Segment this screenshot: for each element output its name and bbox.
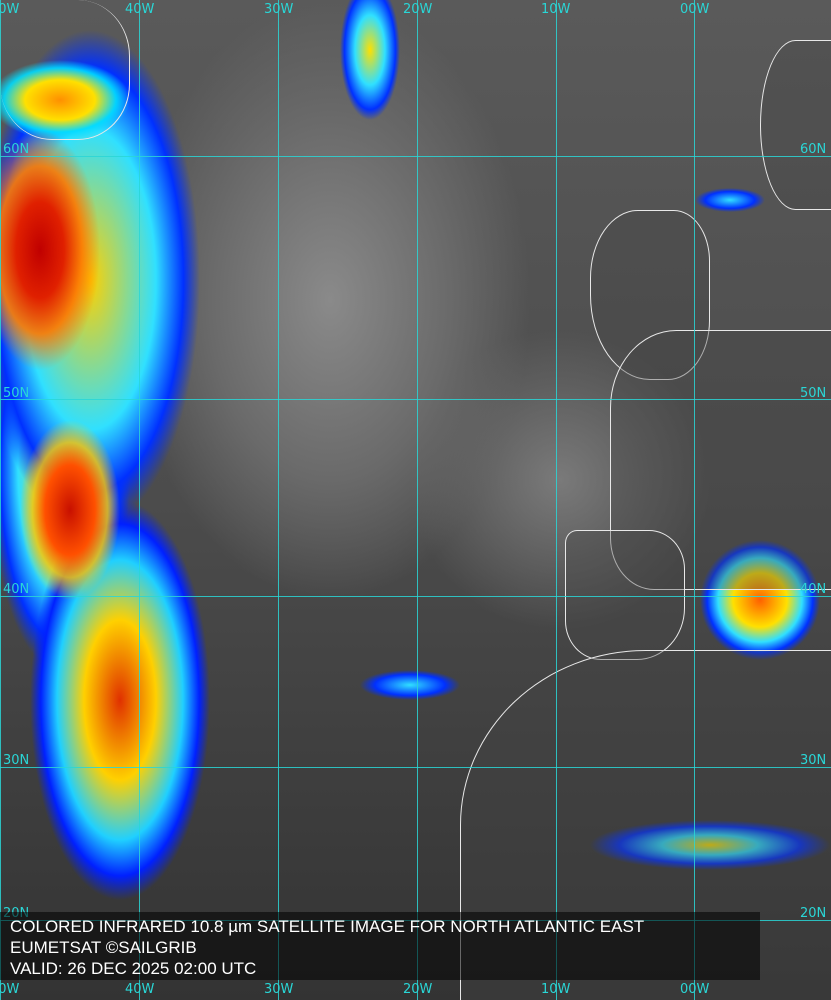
lon-label-top: 50W	[0, 2, 20, 17]
lon-label-top: 20W	[403, 2, 433, 17]
lat-label-right: 50N	[800, 386, 827, 401]
land-greenland	[0, 0, 130, 140]
lon-label-top: 40W	[125, 2, 155, 17]
lat-label-left: 60N	[3, 142, 30, 157]
lat-label-right: 30N	[800, 753, 827, 768]
lon-label-bottom: 20W	[403, 982, 433, 997]
parallel-line	[0, 399, 831, 400]
lon-label-bottom: 40W	[125, 982, 155, 997]
lon-label-bottom: 10W	[541, 982, 571, 997]
lat-label-left: 40N	[3, 582, 30, 597]
lat-label-left: 30N	[3, 753, 30, 768]
lon-label-top: 30W	[264, 2, 294, 17]
lon-label-bottom: 00W	[680, 982, 710, 997]
meridian-line	[139, 0, 140, 1000]
lon-label-top: 10W	[541, 2, 571, 17]
lat-label-right: 40N	[800, 582, 827, 597]
land-iberia	[565, 530, 685, 660]
lon-label-bottom: 50W	[0, 982, 20, 997]
lat-label-right: 20N	[800, 906, 827, 921]
lon-label-top: 00W	[680, 2, 710, 17]
meridian-line	[556, 0, 557, 1000]
lat-label-left: 50N	[3, 386, 30, 401]
lon-label-bottom: 30W	[264, 982, 294, 997]
lat-label-right: 60N	[800, 142, 827, 157]
caption-source: EUMETSAT ©SAILGRIB	[10, 938, 197, 957]
parallel-line	[0, 156, 831, 157]
parallel-line	[0, 767, 831, 768]
parallel-line	[0, 596, 831, 597]
caption-title: COLORED INFRARED 10.8 µm SATELLITE IMAGE…	[10, 917, 645, 936]
meridian-line	[694, 0, 695, 1000]
image-caption: COLORED INFRARED 10.8 µm SATELLITE IMAGE…	[0, 912, 760, 980]
meridian-line	[278, 0, 279, 1000]
meridian-line	[417, 0, 418, 1000]
caption-valid-time: VALID: 26 DEC 2025 02:00 UTC	[10, 959, 257, 978]
meridian-line	[0, 0, 1, 1000]
land-scandinavia	[760, 40, 831, 210]
